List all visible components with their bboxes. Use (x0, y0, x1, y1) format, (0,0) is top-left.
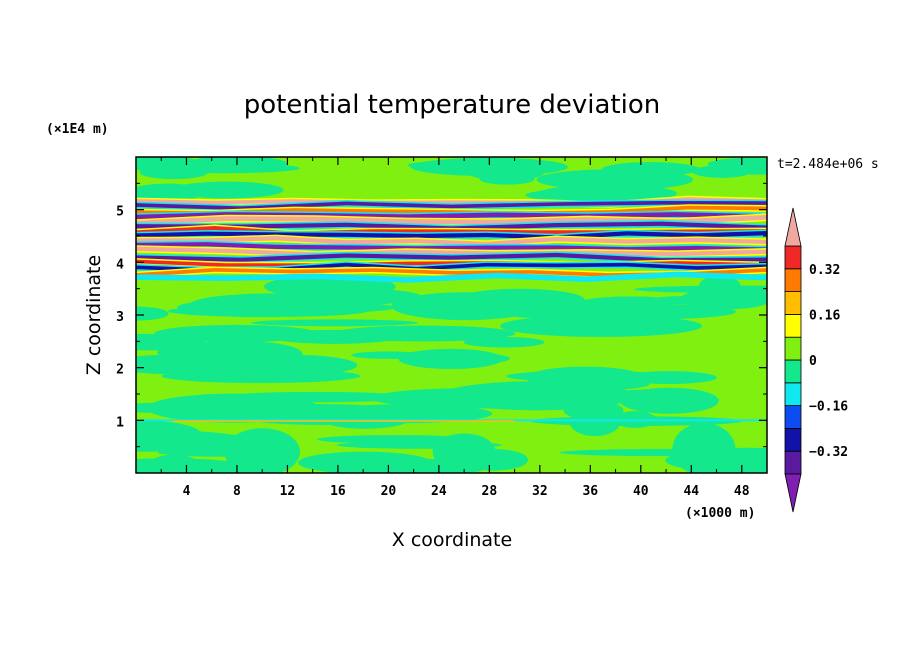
colorbar-box (784, 359, 802, 384)
field-blob (250, 319, 419, 327)
field-blob (541, 303, 737, 320)
x-tick-label: 36 (582, 484, 598, 499)
field-blob (463, 337, 545, 348)
colorbar-tick-label: −0.16 (809, 400, 848, 415)
field-blob (557, 377, 651, 390)
field-blobs (136, 157, 767, 473)
field-band (136, 252, 767, 263)
field-blob (371, 388, 579, 409)
colorbar-box (784, 313, 802, 338)
field-bands (136, 195, 767, 283)
field-band (136, 221, 767, 231)
field-blob (351, 351, 426, 359)
x-tick-label: 28 (482, 484, 498, 499)
field-blob (136, 333, 206, 351)
field-band (136, 214, 767, 226)
colorbar-tick-label: 0 (809, 354, 817, 369)
x-tick-label: 16 (330, 484, 346, 499)
x-tick-label: 24 (431, 484, 447, 499)
y-axis-label: Z coordinate (83, 255, 105, 375)
x-tick-label: 4 (183, 484, 191, 499)
field-line (173, 420, 515, 422)
field-band (136, 230, 767, 240)
colorbar-min-triangle (784, 473, 802, 513)
x-tick-label: 12 (280, 484, 296, 499)
x-tick-label: 40 (633, 484, 649, 499)
field-blob (170, 340, 303, 368)
colorbar-max-triangle (784, 207, 802, 247)
colorbar-tick-label: 0.32 (809, 263, 840, 278)
field-band (136, 268, 767, 277)
colorbar-box (784, 268, 802, 292)
y-tick-label: 4 (116, 257, 124, 272)
field-blob (139, 165, 209, 180)
field-blob (602, 162, 700, 177)
field-blob (298, 451, 432, 473)
x-tick-label: 32 (532, 484, 548, 499)
x-unit-label: (×1000 m) (685, 506, 755, 521)
field-blob (331, 325, 516, 342)
field-band (136, 200, 767, 211)
colorbar: 0.32 0.16 0 −0.16 −0.32 (784, 207, 848, 513)
y-axis-ticks: 1 2 3 4 5 (116, 182, 767, 448)
field-blob (224, 428, 301, 473)
field-blob (136, 420, 201, 448)
y-tick-label: 1 (116, 415, 124, 430)
field-blob (171, 181, 284, 199)
field-line (136, 419, 767, 422)
colorbar-box (784, 450, 802, 475)
field-blob (455, 288, 585, 312)
y-tick-label: 5 (116, 205, 124, 220)
field-blob (136, 306, 169, 321)
field-blob (307, 303, 395, 312)
field-blob (672, 422, 736, 473)
y-tick-label: 3 (116, 310, 124, 325)
colorbar-box (784, 427, 802, 452)
field-band (136, 273, 767, 282)
field-blob (542, 313, 642, 337)
x-axis-ticks: 4 8 12 16 20 24 28 32 36 40 44 48 (160, 157, 750, 499)
time-label: t=2.484e+06 s (777, 157, 879, 172)
x-axis-label: X coordinate (392, 529, 512, 551)
y-unit-label: (×1E4 m) (46, 122, 109, 137)
x-tick-label: 44 (683, 484, 699, 499)
field-blob (707, 157, 767, 171)
field-blob (398, 348, 504, 370)
colorbar-box (784, 245, 802, 270)
field-blob (235, 302, 291, 315)
field-blob (410, 157, 568, 177)
colorbar-box (784, 405, 802, 429)
chart-title: potential temperature deviation (244, 90, 660, 120)
y-tick-label: 2 (116, 363, 124, 378)
field-blob (432, 433, 496, 471)
field-blob (698, 275, 741, 300)
field-blob (317, 435, 476, 444)
field-band (136, 242, 767, 252)
field-blob (525, 188, 660, 202)
colorbar-tick-label: −0.32 (809, 445, 848, 460)
field-blob (575, 409, 625, 430)
x-tick-label: 20 (381, 484, 397, 499)
field-blob (457, 353, 510, 364)
x-tick-label: 48 (734, 484, 750, 499)
x-tick-label: 8 (233, 484, 241, 499)
plot-area (136, 157, 767, 473)
colorbar-box (784, 336, 802, 361)
field-blob (622, 371, 717, 384)
colorbar-tick-label: 0.16 (809, 308, 840, 323)
colorbar-box (784, 382, 802, 406)
colorbar-box (784, 291, 802, 315)
field-band (136, 236, 767, 247)
field-blob (608, 389, 694, 401)
